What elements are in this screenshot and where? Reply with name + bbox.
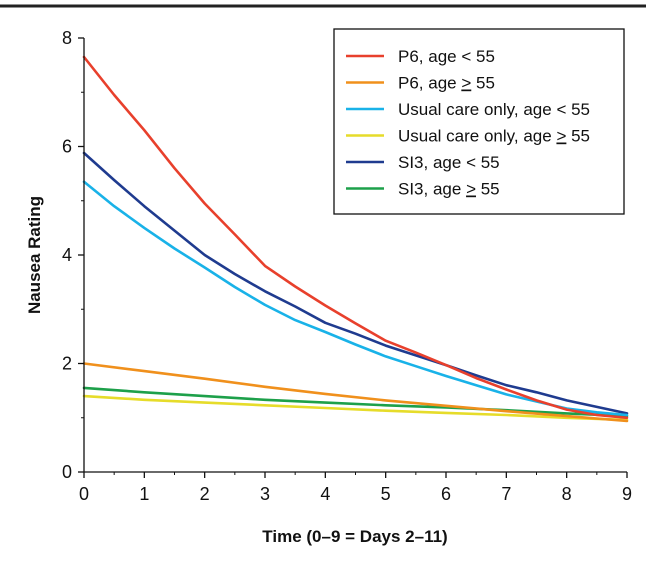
legend-label: Usual care only, age < 55 [398,100,590,119]
x-tick-label: 8 [562,484,572,504]
x-tick-label: 5 [381,484,391,504]
series-line [82,55,629,420]
series-line [82,180,629,417]
plot-area [82,55,629,423]
x-tick-label: 4 [320,484,330,504]
x-axis: 0 1 2 3 4 5 6 7 8 9 [79,471,632,504]
series-line [82,151,629,415]
y-tick-label: 6 [62,137,72,157]
legend-label: Usual care only, age > 55 [398,127,590,146]
y-tick-label: 4 [62,245,72,265]
x-tick-label: 3 [260,484,270,504]
legend-label: P6, age < 55 [398,47,495,66]
y-tick-label: 0 [62,462,72,482]
x-tick-label: 0 [79,484,89,504]
y-tick-label: 8 [62,28,72,48]
series-line [82,394,629,422]
x-tick-label: 1 [139,484,149,504]
legend-box [333,28,625,215]
x-tick-label: 7 [501,484,511,504]
legend-label: P6, age > 55 [398,74,495,93]
x-tick-label: 9 [622,484,632,504]
x-axis-title: Time (0–9 = Days 2–11) [262,527,447,546]
x-tick-label: 2 [200,484,210,504]
legend-label: SI3, age < 55 [398,153,500,172]
legend-label: SI3, age > 55 [398,180,500,199]
series-line [82,386,629,418]
y-tick-label: 2 [62,354,72,374]
series-line [82,362,629,423]
y-axis-title: Nausea Rating [25,196,44,314]
legend: P6, age < 55 P6, age > 55 Usual care only,… [333,28,625,215]
x-tick-label: 6 [441,484,451,504]
y-axis: 0 2 4 6 8 [62,28,85,482]
